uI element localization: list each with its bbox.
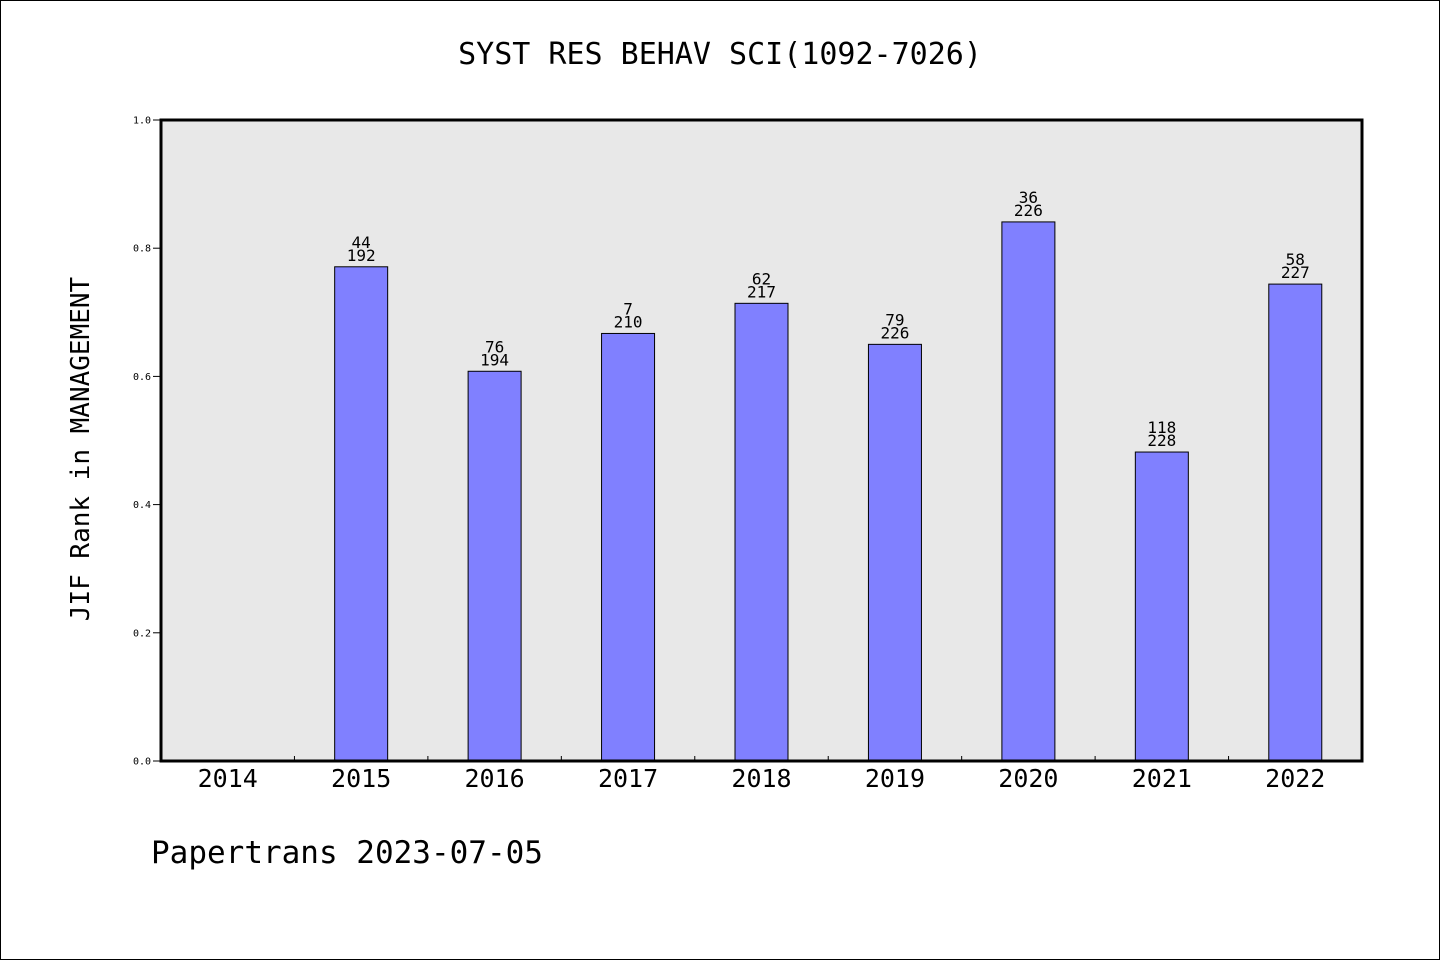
y-tick-label: 0.0 (133, 757, 151, 768)
bar-total-label: 226 (880, 323, 909, 342)
bar-2022 (1268, 283, 1323, 762)
bar-rank-label: 79 (885, 310, 904, 329)
bar-rank-label: 58 (1286, 250, 1305, 269)
x-tick-label: 2014 (198, 764, 258, 793)
bar-total-label: 210 (614, 312, 643, 331)
x-tick-label: 2021 (1132, 764, 1192, 793)
bar-2020 (1001, 221, 1056, 762)
bar-2015 (334, 266, 389, 762)
x-tick-label: 2019 (865, 764, 925, 793)
y-tick-label: 0.2 (133, 628, 151, 639)
footer-credit: Papertrans 2023-07-05 (151, 835, 543, 871)
x-tick-label: 2015 (331, 764, 391, 793)
x-tick-label: 2020 (998, 764, 1058, 793)
bar-total-label: 194 (480, 350, 509, 369)
y-tick-label: 0.8 (133, 244, 151, 255)
bar-rank-label: 7 (623, 299, 633, 318)
y-tick-label: 0.4 (133, 500, 151, 511)
bar-2017 (601, 332, 656, 762)
plot-border (159, 118, 1364, 763)
bar-rank-label: 36 (1019, 188, 1038, 207)
bar-total-label: 227 (1281, 263, 1310, 282)
x-tick-label: 2016 (465, 764, 525, 793)
bar-rank-label: 118 (1147, 418, 1176, 437)
y-tick-label: 1.0 (133, 116, 151, 127)
bar-rank-label: 44 (352, 233, 371, 252)
bar-total-label: 192 (347, 246, 376, 265)
x-tick-label: 2018 (731, 764, 791, 793)
bar-total-label: 217 (747, 282, 776, 301)
bar-rank-label: 62 (752, 269, 771, 288)
bar-2018 (734, 302, 789, 762)
bar-2016 (467, 370, 522, 762)
chart-title: SYST RES BEHAV SCI(1092-7026) (458, 37, 982, 72)
bar-total-label: 228 (1147, 431, 1176, 450)
x-tick-label: 2017 (598, 764, 658, 793)
bar-rank-label: 76 (485, 337, 504, 356)
bar-2019 (867, 343, 922, 762)
y-tick-label: 0.6 (133, 372, 151, 383)
x-tick-label: 2022 (1265, 764, 1325, 793)
bar-2021 (1134, 451, 1189, 762)
bar-total-label: 226 (1014, 201, 1043, 220)
